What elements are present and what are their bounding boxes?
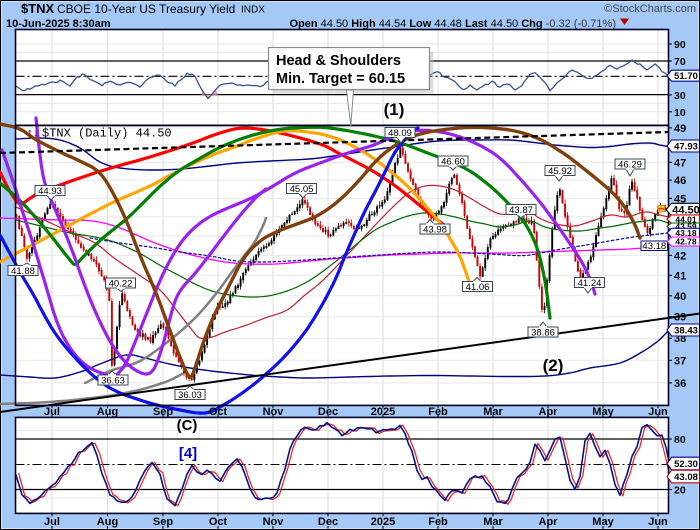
svg-text:90: 90	[674, 39, 686, 51]
svg-text:Oct: Oct	[209, 516, 228, 528]
svg-text:Dec: Dec	[318, 516, 338, 528]
svg-text:36: 36	[674, 378, 686, 390]
svg-text:41: 41	[674, 270, 686, 282]
svg-text:45: 45	[674, 193, 686, 205]
svg-text:20: 20	[674, 485, 686, 497]
svg-text:42.78: 42.78	[675, 237, 697, 247]
svg-text:(2): (2)	[543, 356, 564, 375]
svg-text:(1): (1)	[384, 100, 405, 119]
svg-text:(C): (C)	[177, 417, 198, 434]
svg-text:Jun: Jun	[648, 406, 668, 418]
svg-text:Feb: Feb	[428, 516, 448, 528]
svg-text:Nov: Nov	[263, 516, 285, 528]
svg-text:43.98: 43.98	[423, 224, 447, 235]
svg-text:42: 42	[674, 250, 686, 262]
svg-text:41.06: 41.06	[466, 282, 490, 293]
svg-text:45.05: 45.05	[290, 184, 314, 195]
svg-text:37: 37	[674, 355, 686, 367]
svg-text:46.29: 46.29	[618, 159, 642, 170]
svg-text:©StockCharts.com: ©StockCharts.com	[604, 3, 696, 15]
svg-text:Oct: Oct	[209, 406, 228, 418]
svg-text:Aug: Aug	[97, 516, 118, 528]
svg-text:51.70: 51.70	[674, 71, 698, 82]
svg-text:52.30: 52.30	[674, 459, 698, 470]
svg-text:2025: 2025	[371, 406, 395, 418]
svg-text:↑↓: ↑↓	[27, 126, 39, 140]
svg-text:38.43: 38.43	[674, 325, 698, 336]
svg-text:44.50: 44.50	[672, 205, 700, 217]
svg-text:40: 40	[674, 291, 686, 303]
svg-text:43.18: 43.18	[675, 228, 697, 238]
svg-text:43.08: 43.08	[674, 472, 698, 483]
svg-text:47: 47	[674, 157, 686, 169]
svg-text:41.24: 41.24	[578, 278, 602, 289]
svg-text:INDX: INDX	[241, 5, 265, 16]
svg-text:46: 46	[674, 175, 686, 187]
svg-text:10: 10	[674, 107, 686, 119]
svg-text:39: 39	[674, 312, 686, 324]
svg-text:Mar: Mar	[483, 406, 503, 418]
svg-text:48.09: 48.09	[388, 128, 412, 139]
svg-text:44.01: 44.01	[675, 214, 697, 224]
svg-text:80: 80	[674, 434, 686, 446]
svg-text:May: May	[592, 406, 614, 418]
svg-text:10-Jun-2025 8:30am: 10-Jun-2025 8:30am	[6, 18, 111, 30]
svg-text:Sep: Sep	[153, 406, 173, 418]
svg-text:41.88: 41.88	[11, 266, 35, 277]
svg-text:38.86: 38.86	[531, 327, 555, 338]
svg-text:$TNX (Daily) 44.50: $TNX (Daily) 44.50	[42, 127, 172, 141]
svg-text:May: May	[592, 516, 614, 528]
svg-text:46.60: 46.60	[441, 156, 465, 167]
svg-text:Head & Shoulders: Head & Shoulders	[276, 53, 401, 69]
svg-text:Jul: Jul	[44, 406, 60, 418]
svg-text:43.87: 43.87	[509, 205, 533, 216]
svg-text:Sep: Sep	[153, 516, 173, 528]
svg-text:Jul: Jul	[44, 516, 60, 528]
svg-text:Apr: Apr	[539, 406, 559, 418]
svg-text:Jun: Jun	[648, 516, 668, 528]
svg-text:Mar: Mar	[483, 516, 503, 528]
svg-text:36.63: 36.63	[101, 375, 125, 386]
svg-text:Dec: Dec	[318, 406, 338, 418]
svg-text:43.59: 43.59	[675, 222, 697, 232]
svg-text:47.93: 47.93	[674, 141, 698, 152]
svg-text:45.92: 45.92	[548, 166, 572, 177]
svg-text:Open 44.50 High 44.54 Low 44.4: Open 44.50 High 44.54 Low 44.48 Last 44.…	[289, 18, 616, 30]
svg-text:Nov: Nov	[263, 406, 285, 418]
svg-text:Min. Target = 60.15: Min. Target = 60.15	[276, 71, 405, 87]
svg-text:$TNX: $TNX	[21, 1, 55, 16]
svg-text:Feb: Feb	[428, 406, 448, 418]
svg-text:49: 49	[674, 123, 686, 135]
svg-text:70: 70	[674, 56, 686, 68]
svg-text:2025: 2025	[371, 516, 395, 528]
svg-text:[4]: [4]	[179, 445, 197, 462]
svg-text:CBOE 10-Year US Treasury Yield: CBOE 10-Year US Treasury Yield	[57, 2, 235, 16]
svg-text:30: 30	[674, 90, 686, 102]
svg-text:36.03: 36.03	[178, 390, 202, 401]
svg-text:44.93: 44.93	[38, 186, 62, 197]
svg-text:40.22: 40.22	[109, 278, 133, 289]
svg-text:Apr: Apr	[539, 516, 559, 528]
svg-text:Aug: Aug	[97, 406, 118, 418]
svg-text:43.18: 43.18	[642, 241, 666, 252]
